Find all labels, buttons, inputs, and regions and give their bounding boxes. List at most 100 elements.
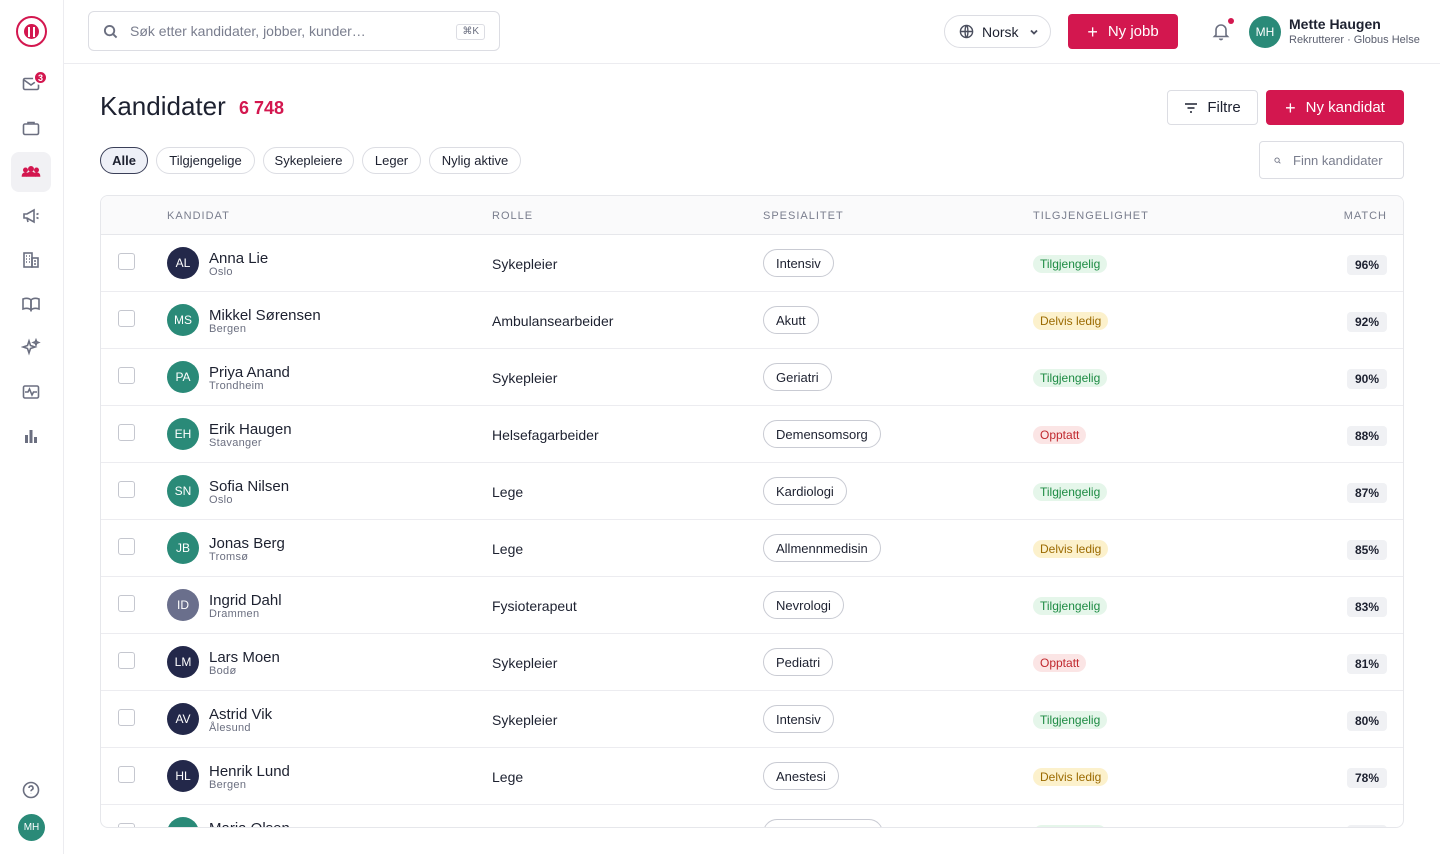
candidate-name[interactable]: Priya Anand: [209, 364, 290, 381]
row-checkbox[interactable]: [118, 310, 135, 327]
megaphone-icon: [23, 208, 39, 224]
chip-sykepleiere[interactable]: Sykepleiere: [263, 147, 354, 174]
match-score: 96%: [1346, 255, 1387, 275]
row-checkbox[interactable]: [118, 823, 135, 827]
sidebar-item-mail[interactable]: 3: [11, 64, 51, 104]
candidate-name[interactable]: Lars Moen: [209, 649, 280, 666]
availability-badge: Opptatt: [1033, 426, 1087, 444]
candidate-role: Lege: [492, 769, 524, 785]
row-checkbox[interactable]: [118, 538, 135, 555]
search-icon: [103, 24, 118, 38]
candidate-name[interactable]: Maria Olsen: [209, 820, 290, 827]
column-header-spesialitet[interactable]: SPESIALITET: [763, 210, 844, 222]
candidate-count: 6 748: [239, 98, 285, 118]
availability-badge: Delvis ledig: [1033, 768, 1109, 786]
candidate-name[interactable]: Ingrid Dahl: [209, 592, 282, 609]
candidate-name[interactable]: Jonas Berg: [209, 535, 285, 552]
find-candidates[interactable]: [1259, 141, 1404, 179]
chip-alle[interactable]: Alle: [100, 147, 148, 174]
table-row[interactable]: HL Henrik Lund Bergen Lege Anestesi Delvis le…: [101, 748, 1403, 805]
match-score: 80%: [1346, 711, 1387, 731]
sidebar-item-jobs[interactable]: [11, 108, 51, 148]
chip-leger[interactable]: Leger: [362, 147, 421, 174]
table-row[interactable]: PA Priya Anand Trondheim Sykepleier Geriatri…: [101, 349, 1403, 406]
search-input[interactable]: [130, 23, 430, 39]
candidate-role: Helsefagarbeider: [492, 427, 599, 443]
sidebar-item-reports[interactable]: [11, 416, 51, 456]
help-button[interactable]: [11, 770, 51, 810]
table-row[interactable]: ID Ingrid Dahl Drammen Fysioterapeut Nevrolo…: [101, 577, 1403, 634]
candidate-city: Bergen: [209, 323, 247, 335]
candidate-city: Stavanger: [209, 437, 262, 449]
table-header: KANDIDAT ROLLE SPESIALITET TILGJENGELIGH…: [101, 196, 1403, 235]
candidate-avatar: LM: [167, 646, 199, 678]
candidate-city: Oslo: [209, 494, 233, 506]
table-row[interactable]: AV Astrid Vik Ålesund Sykepleier Intensiv Til…: [101, 691, 1403, 748]
table-row[interactable]: JB Jonas Berg Tromsø Lege Allmennmedisin Delv…: [101, 520, 1403, 577]
candidate-name[interactable]: Henrik Lund: [209, 763, 290, 780]
row-checkbox[interactable]: [118, 709, 135, 726]
table-row[interactable]: Maria Olsen Tilgjengelig: [101, 805, 1403, 827]
sidebar-item-activity[interactable]: [11, 372, 51, 412]
row-checkbox[interactable]: [118, 481, 135, 498]
column-header-rolle[interactable]: ROLLE: [492, 210, 534, 222]
page-title: Kandidater: [100, 91, 226, 121]
specialty-tag: Intensiv: [763, 705, 834, 733]
user-avatar[interactable]: MH: [1249, 16, 1281, 48]
cross-logo[interactable]: [16, 16, 47, 47]
column-header-tilgjengelighet[interactable]: TILGJENGELIGHET: [1033, 210, 1149, 222]
chip-nylig-aktive[interactable]: Nylig aktive: [429, 147, 521, 174]
candidate-role: Sykepleier: [492, 712, 558, 728]
row-checkbox[interactable]: [118, 424, 135, 441]
row-checkbox[interactable]: [118, 253, 135, 270]
candidate-role: Lege: [492, 541, 524, 557]
candidate-avatar: EH: [167, 418, 199, 450]
candidate-name[interactable]: Anna Lie: [209, 250, 269, 267]
global-search[interactable]: ⌘K: [88, 11, 500, 51]
table-row[interactable]: LM Lars Moen Bodø Sykepleier Pediatri Opptatt…: [101, 634, 1403, 691]
specialty-tag: [763, 819, 883, 827]
availability-badge: Tilgjengelig: [1033, 825, 1108, 827]
candidate-name[interactable]: Sofia Nilsen: [209, 478, 290, 495]
availability-badge: Tilgjengelig: [1033, 483, 1108, 501]
new-job-button[interactable]: + Ny jobb: [1068, 14, 1178, 49]
column-header-kandidat[interactable]: KANDIDAT: [167, 210, 230, 222]
row-checkbox[interactable]: [118, 766, 135, 783]
column-header-match[interactable]: MATCH: [1343, 210, 1387, 222]
candidate-name[interactable]: Mikkel Sørensen: [209, 307, 321, 324]
specialty-tag: Demensomsorg: [763, 420, 881, 448]
match-score: [1347, 825, 1387, 827]
notification-dot: [1228, 18, 1234, 24]
sidebar-item-library[interactable]: [11, 284, 51, 324]
table-row[interactable]: MS Mikkel Sørensen Bergen Ambulansearbeider…: [101, 292, 1403, 349]
language-select[interactable]: Norsk: [944, 15, 1051, 48]
filter-button[interactable]: Filtre: [1167, 90, 1258, 125]
candidate-city: Ålesund: [209, 722, 251, 734]
table-row[interactable]: AL Anna Lie Oslo Sykepleier Intensiv Tilgjeng…: [101, 235, 1403, 292]
new-candidate-label: Ny kandidat: [1305, 99, 1385, 116]
sidebar-avatar[interactable]: MH: [18, 814, 45, 841]
candidate-name[interactable]: Erik Haugen: [209, 421, 292, 438]
candidate-name[interactable]: Astrid Vik: [209, 706, 273, 723]
availability-badge: Opptatt: [1033, 654, 1087, 672]
candidate-city: Trondheim: [209, 380, 264, 392]
sidebar-item-clients[interactable]: [11, 240, 51, 280]
find-candidates-input[interactable]: [1293, 152, 1403, 168]
bell-icon: [1212, 24, 1230, 41]
sidebar-item-candidates[interactable]: [11, 152, 51, 192]
table-row[interactable]: EH Erik Haugen Stavanger Helsefagarbeider De…: [101, 406, 1403, 463]
new-candidate-button[interactable]: + Ny kandidat: [1266, 90, 1404, 125]
row-checkbox[interactable]: [118, 652, 135, 669]
chip-tilgjengelige[interactable]: Tilgjengelige: [156, 147, 255, 174]
notifications-button[interactable]: [1212, 21, 1232, 41]
sidebar-item-ai[interactable]: [11, 328, 51, 368]
row-checkbox[interactable]: [118, 367, 135, 384]
availability-badge: Tilgjengelig: [1033, 597, 1108, 615]
table-row[interactable]: SN Sofia Nilsen Oslo Lege Kardiologi Tilgjeng…: [101, 463, 1403, 520]
availability-badge: Delvis ledig: [1033, 312, 1109, 330]
book-icon: [22, 297, 40, 312]
match-score: 92%: [1346, 312, 1387, 332]
sidebar-item-campaigns[interactable]: [11, 196, 51, 236]
match-score: 83%: [1346, 597, 1387, 617]
row-checkbox[interactable]: [118, 595, 135, 612]
